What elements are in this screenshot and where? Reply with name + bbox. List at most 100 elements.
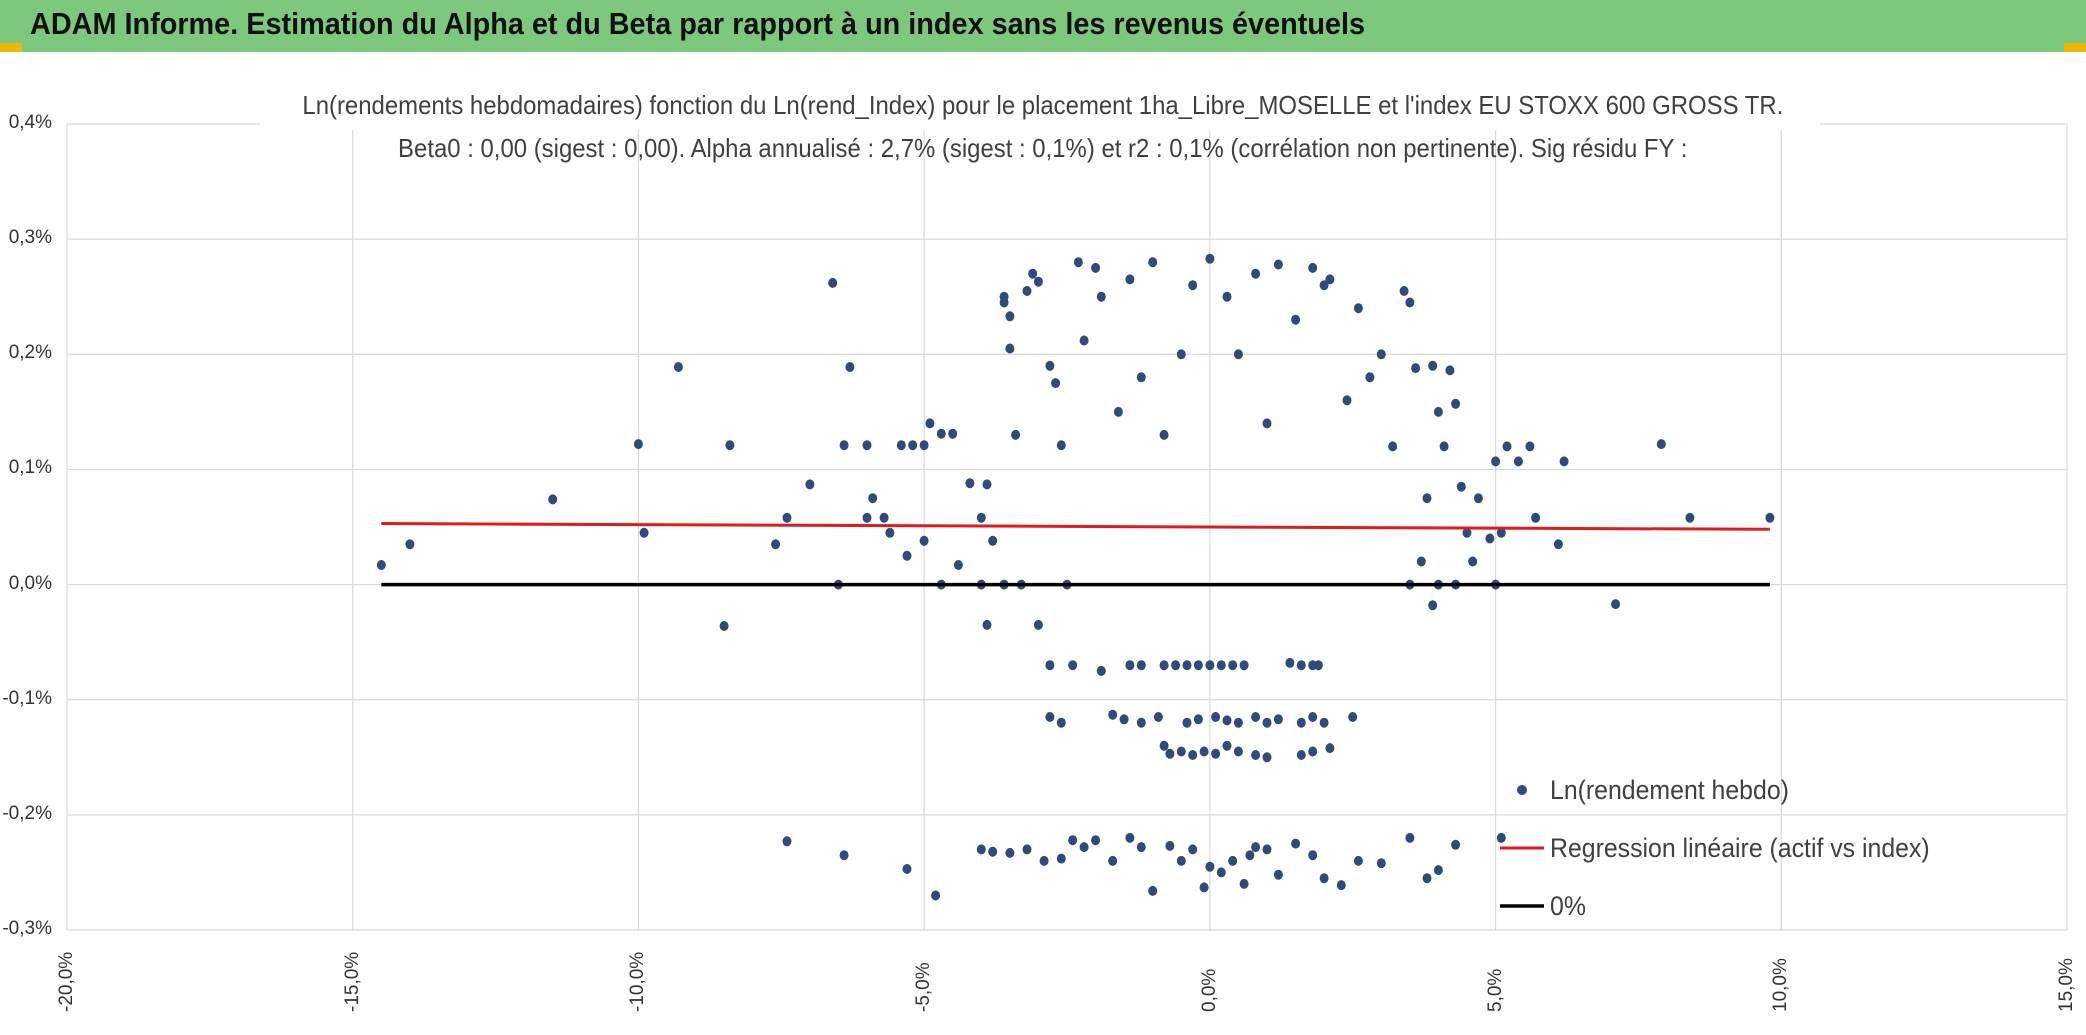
data-point — [919, 535, 929, 546]
data-point — [1251, 750, 1261, 760]
data-point — [1136, 717, 1146, 728]
data-point — [1462, 527, 1472, 538]
data-point — [1456, 481, 1466, 492]
data-point — [725, 440, 735, 451]
data-point — [1319, 280, 1329, 291]
data-point — [1319, 873, 1329, 884]
legend-label-regression: Regression linéaire (actif vs index) — [1550, 832, 1930, 863]
data-point — [1262, 752, 1272, 763]
data-point — [1319, 717, 1329, 728]
data-point — [1005, 343, 1015, 354]
data-point — [1228, 855, 1238, 866]
data-point — [879, 512, 889, 523]
data-point — [919, 440, 929, 451]
x-tick-label: -20,0% — [56, 951, 77, 1012]
data-point — [1199, 746, 1209, 757]
data-point — [1245, 850, 1255, 861]
data-point — [1365, 372, 1375, 383]
data-point — [782, 512, 792, 523]
data-point — [719, 621, 729, 631]
data-point — [988, 846, 998, 857]
data-point — [1211, 748, 1221, 759]
data-point — [1531, 512, 1541, 523]
corner-marker-right — [2064, 43, 2086, 52]
data-point — [639, 527, 649, 538]
data-point — [1193, 714, 1203, 725]
data-point — [376, 560, 386, 570]
data-point — [1262, 844, 1272, 855]
data-point — [1165, 748, 1175, 759]
data-point — [771, 539, 781, 550]
data-point — [1176, 855, 1186, 866]
data-point — [1502, 441, 1512, 452]
data-point — [1376, 349, 1386, 360]
data-point — [982, 479, 992, 490]
data-point — [1485, 533, 1495, 544]
data-point — [1216, 867, 1226, 878]
data-point — [1325, 743, 1335, 754]
data-point — [1188, 750, 1198, 760]
data-point — [1433, 406, 1443, 417]
legend-item-regression: Regression linéaire (actif vs index) — [1498, 828, 1963, 868]
data-point — [1399, 286, 1409, 296]
data-point — [1096, 291, 1106, 302]
y-tick-label: -0,3% — [2, 918, 52, 939]
data-point — [1308, 746, 1318, 757]
data-point — [782, 836, 792, 847]
data-point — [1422, 873, 1432, 884]
data-point — [1159, 429, 1169, 440]
data-point — [1376, 858, 1386, 869]
data-point — [931, 890, 941, 901]
data-point — [936, 428, 946, 439]
data-point — [999, 291, 1009, 302]
data-point — [1079, 842, 1089, 853]
data-point — [1325, 274, 1335, 285]
data-point — [1205, 861, 1215, 872]
data-point — [1291, 314, 1301, 325]
data-point — [1056, 853, 1066, 864]
data-point — [1273, 869, 1283, 880]
data-point — [1039, 855, 1049, 866]
data-point — [1313, 660, 1323, 671]
data-point — [828, 277, 838, 288]
data-point — [1233, 349, 1243, 360]
y-tick-label: -0,2% — [2, 802, 52, 824]
chart-title-line-1: Ln(rendements hebdomadaires) fonction du… — [0, 90, 2086, 121]
data-point — [1199, 882, 1209, 893]
data-point — [1416, 556, 1426, 567]
data-point — [908, 440, 918, 451]
report-title: ADAM Informe. Estimation du Alpha et du … — [30, 6, 1366, 41]
legend-label-scatter: Ln(rendement hebdo) — [1550, 774, 1789, 805]
data-point — [1159, 740, 1169, 751]
data-point — [1273, 259, 1283, 270]
corner-marker-left — [0, 43, 22, 52]
y-tick-label: 0,1% — [8, 457, 52, 479]
data-point — [1136, 842, 1146, 853]
data-point — [1513, 456, 1523, 467]
data-point — [1496, 832, 1506, 843]
data-point — [1188, 844, 1198, 855]
data-point — [1188, 280, 1198, 291]
data-point — [1176, 746, 1186, 757]
data-point — [1171, 660, 1181, 671]
data-point — [948, 428, 958, 439]
data-point — [862, 512, 872, 523]
x-tick-label: 10,0% — [1770, 958, 1792, 1012]
data-point — [1211, 712, 1221, 722]
data-point — [1153, 712, 1163, 722]
data-point — [1428, 360, 1438, 371]
data-point — [1125, 832, 1135, 843]
data-point — [1656, 439, 1666, 450]
data-point — [1405, 832, 1415, 843]
data-point — [1411, 363, 1421, 374]
x-tick-label: -10,0% — [627, 951, 649, 1012]
data-point — [1005, 847, 1015, 858]
data-point — [1353, 303, 1363, 314]
data-point — [953, 560, 963, 570]
chart-title-line-2-text: Beta0 : 0,00 (sigest : 0,00). Alpha annu… — [398, 133, 1688, 163]
data-point — [1136, 372, 1146, 383]
data-point — [1033, 276, 1043, 287]
data-point — [1291, 838, 1301, 849]
data-point — [1685, 512, 1695, 523]
data-point — [1405, 297, 1415, 308]
